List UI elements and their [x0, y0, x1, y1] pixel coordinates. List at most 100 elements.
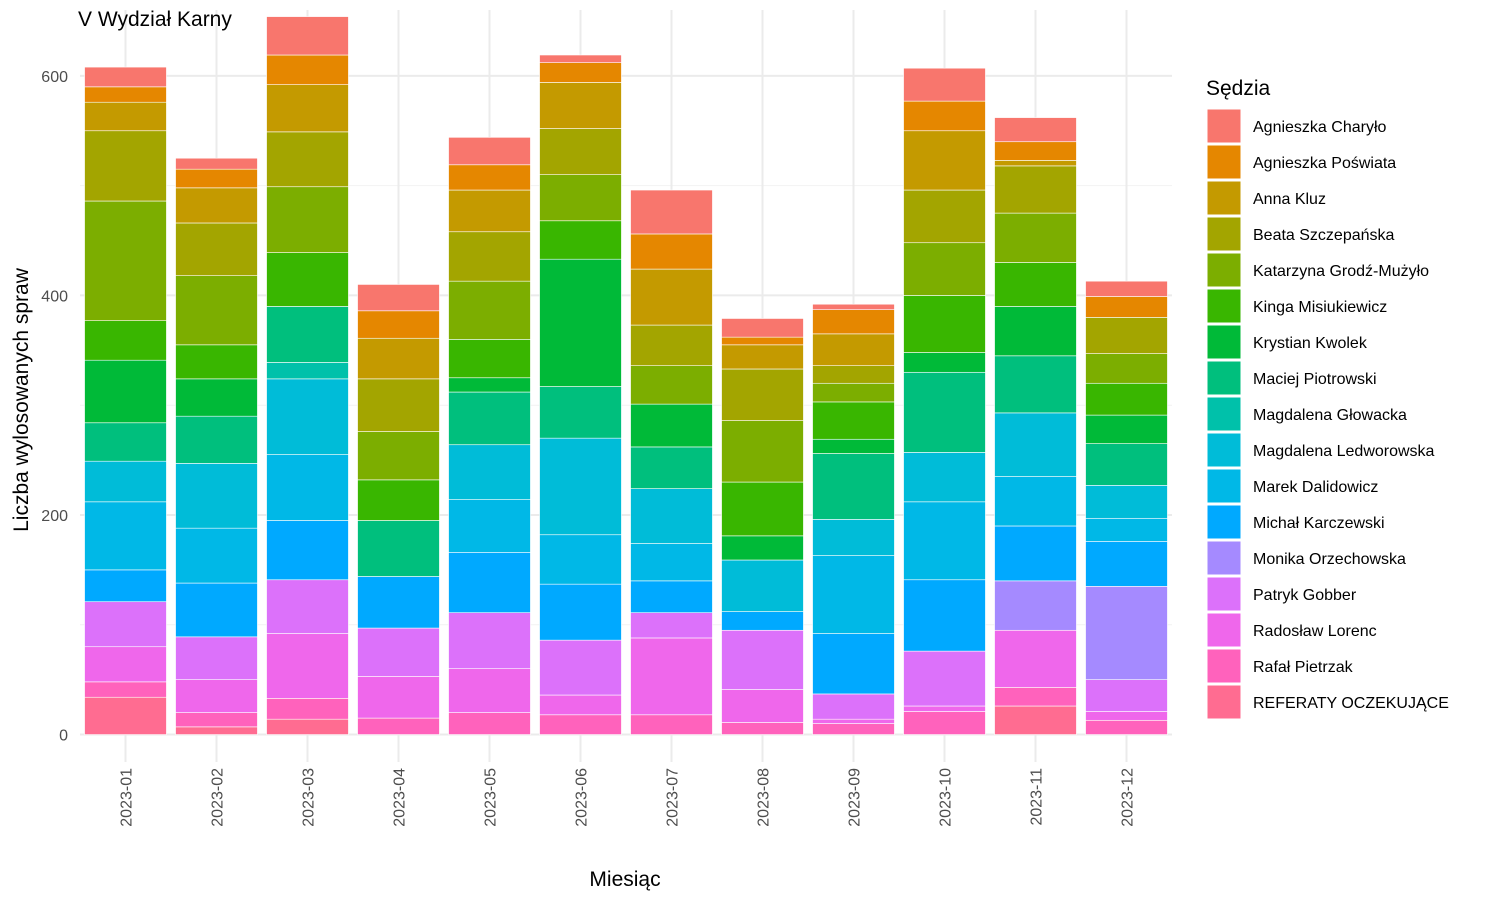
bar-segment: [994, 212, 1077, 263]
bar-segment: [357, 676, 440, 719]
bar-segment: [630, 612, 713, 639]
bar-segment: [630, 580, 713, 613]
x-axis-ticks: 2023-01 2023-02 2023-03 2023-04 2023-05 2023-…: [119, 768, 1137, 827]
bar-segment: [1085, 711, 1168, 721]
bar-segment: [539, 174, 622, 222]
bar-segment: [84, 681, 167, 698]
legend: Sędzia Agnieszka Charyło Agnieszka Poświa…: [1206, 77, 1449, 720]
bar-segment: [266, 54, 349, 85]
legend-label: Kinga Misiukiewicz: [1253, 299, 1387, 316]
bar-segment: [721, 318, 804, 338]
legend-swatch: [1206, 396, 1242, 432]
bar-segment: [175, 712, 258, 728]
x-tick-label: 2023-05: [483, 768, 500, 827]
bar-segment: [539, 639, 622, 696]
bar-segment: [266, 378, 349, 455]
legend-swatch: [1206, 612, 1242, 648]
bar-segment: [994, 476, 1077, 527]
bar-segment: [812, 723, 895, 735]
y-tick-label: 200: [41, 508, 68, 525]
y-tick-label: 600: [41, 69, 68, 86]
legend-label: Agnieszka Poświata: [1253, 155, 1396, 172]
bar-segment: [357, 310, 440, 339]
x-tick-label: 2023-11: [1029, 768, 1046, 826]
bar-segment: [630, 189, 713, 235]
legend-label: Anna Kluz: [1253, 191, 1326, 208]
bar-segment: [1085, 586, 1168, 680]
chart-title: V Wydział Karny: [78, 8, 232, 31]
bar-segment: [266, 520, 349, 581]
bar-segment: [1085, 485, 1168, 519]
bar-segment: [175, 222, 258, 276]
bar-segment: [1085, 719, 1168, 735]
bar-segment: [175, 463, 258, 529]
bar-segment: [266, 698, 349, 720]
bar-segment: [357, 717, 440, 735]
y-axis-label: Liczba wylosowanych spraw: [10, 267, 33, 532]
bar-segment: [1085, 317, 1168, 354]
bar-segment: [903, 67, 986, 102]
bar-segment: [1085, 280, 1168, 297]
bar-segment: [630, 403, 713, 448]
legend-swatch: [1206, 324, 1242, 360]
x-tick-label: 2023-02: [210, 768, 227, 827]
bar-segment: [812, 718, 895, 724]
legend-swatch: [1206, 108, 1242, 144]
bar-segment: [266, 362, 349, 380]
bar-segment: [84, 501, 167, 571]
bar-segment: [357, 627, 440, 677]
x-tick-label: 2023-06: [574, 768, 591, 827]
bar-segment: [448, 552, 531, 613]
bar-segment: [266, 252, 349, 307]
bar-segment: [84, 569, 167, 603]
bar-segment: [903, 371, 986, 453]
bar-segment: [357, 337, 440, 380]
bar-segment: [84, 320, 167, 361]
bar-segment: [448, 137, 531, 166]
bar-segment: [903, 295, 986, 353]
bar-segment: [175, 527, 258, 584]
legend-label: Michał Karczewski: [1253, 515, 1385, 532]
bar-segment: [812, 303, 895, 311]
legend-swatch: [1206, 648, 1242, 684]
legend-swatch: [1206, 468, 1242, 504]
bar-segment: [903, 579, 986, 652]
bar-segment: [448, 189, 531, 233]
bar-segment: [630, 446, 713, 489]
bar-segment: [539, 583, 622, 641]
bar-segment: [357, 576, 440, 629]
bar-segment: [812, 382, 895, 403]
bar-segment: [448, 339, 531, 379]
bar-segment: [1085, 353, 1168, 384]
bar-segment: [266, 16, 349, 56]
bar-segment: [721, 344, 804, 370]
bar-segment: [175, 582, 258, 638]
bar-segment: [630, 324, 713, 366]
bar-segment: [539, 128, 622, 175]
legend-label: Marek Dalidowicz: [1253, 479, 1378, 496]
bar-segment: [812, 633, 895, 695]
legend-swatch: [1206, 180, 1242, 216]
bar-segment: [84, 646, 167, 683]
x-tick-label: 2023-12: [1120, 768, 1137, 827]
y-axis-ticks: 0 200 400 600: [41, 69, 68, 745]
bar-segment: [448, 612, 531, 669]
legend-label: Beata Szczepańska: [1253, 227, 1395, 244]
bar-segment: [994, 160, 1077, 167]
bar-segment: [903, 711, 986, 735]
bar-segment: [630, 365, 713, 405]
bar-segment: [903, 650, 986, 707]
legend-label: Radosław Lorenc: [1253, 623, 1377, 640]
legend-swatch: [1206, 144, 1242, 180]
bar-segment: [539, 534, 622, 585]
legend-swatch: [1206, 288, 1242, 324]
bar-segment: [175, 726, 258, 735]
bar-segment: [721, 629, 804, 690]
x-tick-label: 2023-08: [756, 768, 773, 827]
legend-swatch: [1206, 216, 1242, 252]
bar-segment: [357, 520, 440, 577]
legend-label: Patryk Gobber: [1253, 587, 1357, 604]
bar-segment: [630, 543, 713, 582]
legend-label: Maciej Piotrowski: [1253, 371, 1377, 388]
